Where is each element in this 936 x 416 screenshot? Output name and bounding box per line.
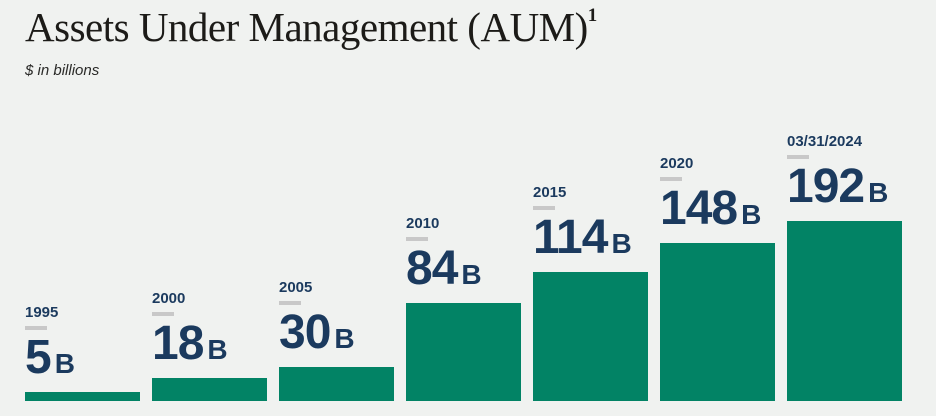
- chart-column: 1995 5 B: [25, 304, 140, 401]
- bar-value-label: 18 B: [152, 320, 228, 370]
- bar-value-unit: B: [461, 259, 482, 290]
- chart-column: 2020 148 B: [660, 155, 775, 401]
- bar-value-unit: B: [54, 348, 75, 379]
- bar-value-number: 30: [279, 306, 331, 359]
- page-title-text: Assets Under Management (AUM): [25, 4, 588, 50]
- bar-2020: [660, 243, 775, 401]
- bar-value-number: 148: [660, 182, 738, 235]
- bar-value-unit: B: [741, 199, 762, 230]
- bar-year-label: 03/31/2024: [787, 133, 863, 150]
- bar-value-number: 192: [787, 160, 865, 213]
- bar-2010: [406, 303, 521, 401]
- aum-bar-chart: 1995 5 B 2000 18 B 2005 30 B 2010 84 B 2015 114 B 2020 1…: [25, 133, 902, 401]
- bar-value-label: 30 B: [279, 309, 355, 359]
- bar-value-unit: B: [334, 323, 355, 354]
- bar-value-unit: B: [611, 228, 632, 259]
- chart-column: 2000 18 B: [152, 290, 267, 401]
- bar-2015: [533, 272, 648, 401]
- footnote-marker: 1: [587, 5, 598, 26]
- tick-dash: [25, 326, 47, 330]
- chart-column: 03/31/2024 192 B: [787, 133, 902, 401]
- bar-value-unit: B: [207, 334, 228, 365]
- bar-03-31-2024: [787, 221, 902, 401]
- tick-dash: [279, 301, 301, 305]
- bar-value-number: 5: [25, 331, 52, 384]
- bar-2000: [152, 378, 267, 401]
- bar-1995: [25, 392, 140, 401]
- page-title: Assets Under Management (AUM)1: [25, 1, 597, 53]
- bar-year-label: 2010: [406, 215, 440, 232]
- bar-year-label: 2015: [533, 184, 567, 201]
- chart-column: 2010 84 B: [406, 215, 521, 401]
- bar-value-label: 114 B: [533, 214, 632, 264]
- bar-value-unit: B: [868, 177, 889, 208]
- chart-column: 2015 114 B: [533, 184, 648, 401]
- bar-year-label: 1995: [25, 304, 59, 321]
- bar-value-number: 18: [152, 317, 204, 370]
- tick-dash: [787, 155, 809, 159]
- bar-value-number: 84: [406, 242, 458, 295]
- chart-column: 2005 30 B: [279, 279, 394, 401]
- bar-2005: [279, 367, 394, 401]
- bar-year-label: 2000: [152, 290, 186, 307]
- tick-dash: [152, 312, 174, 316]
- tick-dash: [406, 237, 428, 241]
- tick-dash: [533, 206, 555, 210]
- bar-year-label: 2020: [660, 155, 694, 172]
- bar-value-label: 192 B: [787, 163, 889, 213]
- chart-subtitle: $ in billions: [25, 62, 100, 79]
- tick-dash: [660, 177, 682, 181]
- bar-value-label: 84 B: [406, 245, 482, 295]
- bar-value-label: 148 B: [660, 185, 762, 235]
- bar-value-number: 114: [533, 211, 608, 264]
- bar-year-label: 2005: [279, 279, 313, 296]
